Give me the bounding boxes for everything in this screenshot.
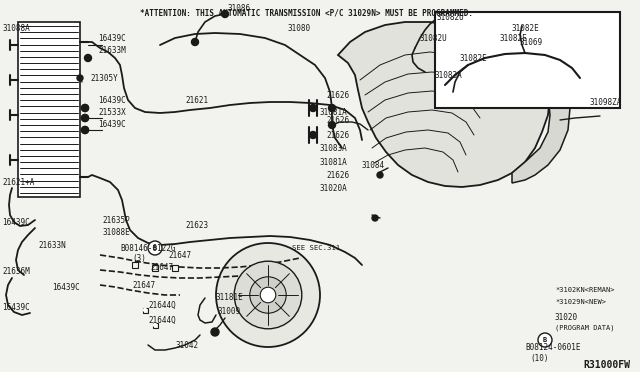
Text: 31081A: 31081A xyxy=(320,108,348,116)
Circle shape xyxy=(211,328,219,336)
Text: 31082E: 31082E xyxy=(500,33,528,42)
Text: 21533X: 21533X xyxy=(98,108,125,116)
Text: 21635P: 21635P xyxy=(102,215,130,224)
Circle shape xyxy=(143,308,147,311)
Text: *31029N<NEW>: *31029N<NEW> xyxy=(555,299,606,305)
Text: 21626: 21626 xyxy=(326,90,349,99)
Circle shape xyxy=(522,50,528,56)
Circle shape xyxy=(81,105,88,112)
Circle shape xyxy=(81,126,88,134)
Circle shape xyxy=(328,122,335,128)
Circle shape xyxy=(191,38,198,45)
Text: 31086: 31086 xyxy=(228,3,251,13)
Circle shape xyxy=(221,10,228,17)
Text: 31069: 31069 xyxy=(520,38,543,46)
Bar xyxy=(143,308,147,312)
Text: 31081A: 31081A xyxy=(320,157,348,167)
Text: 21647: 21647 xyxy=(150,263,173,273)
Text: 21623: 21623 xyxy=(185,221,208,230)
Text: 21644Q: 21644Q xyxy=(148,301,176,310)
Text: 21647: 21647 xyxy=(132,280,155,289)
Text: (10): (10) xyxy=(530,353,548,362)
Circle shape xyxy=(310,105,317,112)
Circle shape xyxy=(81,126,88,134)
Circle shape xyxy=(509,35,515,41)
Circle shape xyxy=(216,243,320,347)
Circle shape xyxy=(377,172,383,178)
Text: 31083A: 31083A xyxy=(320,144,348,153)
Text: 31088E: 31088E xyxy=(102,228,130,237)
Text: 31082U: 31082U xyxy=(420,33,448,42)
Text: B: B xyxy=(543,337,547,343)
Text: B08124-0601E: B08124-0601E xyxy=(525,343,580,353)
Text: 31080: 31080 xyxy=(288,23,311,32)
Text: 31009: 31009 xyxy=(218,308,241,317)
Text: 16439C: 16439C xyxy=(2,304,29,312)
Circle shape xyxy=(310,132,316,138)
Circle shape xyxy=(148,241,162,255)
Text: 31083A: 31083A xyxy=(435,71,463,80)
Text: R31000FW: R31000FW xyxy=(583,360,630,370)
Bar xyxy=(152,265,158,271)
Circle shape xyxy=(81,115,88,122)
Text: 31181E: 31181E xyxy=(215,294,243,302)
Circle shape xyxy=(465,62,471,68)
Circle shape xyxy=(81,105,88,112)
Bar xyxy=(18,22,80,197)
Circle shape xyxy=(372,215,378,221)
Polygon shape xyxy=(512,62,570,183)
Bar xyxy=(435,12,620,108)
Text: SEE SEC.311: SEE SEC.311 xyxy=(292,245,340,251)
Text: 21626: 21626 xyxy=(326,170,349,180)
Text: 16439C: 16439C xyxy=(98,96,125,105)
Text: 16439C: 16439C xyxy=(2,218,29,227)
Circle shape xyxy=(310,131,317,138)
Text: 21647: 21647 xyxy=(168,250,191,260)
Circle shape xyxy=(250,277,286,313)
Text: (3): (3) xyxy=(132,253,146,263)
Text: 21644Q: 21644Q xyxy=(148,315,176,324)
Text: 31084: 31084 xyxy=(362,160,385,170)
Text: 31042: 31042 xyxy=(175,340,198,350)
Circle shape xyxy=(84,55,92,61)
Text: *ATTENTION: THIS AUTOMATIC TRANSMISSION <P/C 31029N> MUST BE PROGRAMMED.: *ATTENTION: THIS AUTOMATIC TRANSMISSION … xyxy=(140,8,473,17)
Text: 21633N: 21633N xyxy=(38,241,66,250)
Text: 16439C: 16439C xyxy=(52,283,80,292)
Circle shape xyxy=(310,105,316,111)
Text: 16439C: 16439C xyxy=(98,119,125,128)
Circle shape xyxy=(328,105,335,112)
Text: 21621: 21621 xyxy=(185,96,208,105)
Text: 31082E: 31082E xyxy=(512,23,540,32)
Text: *3102KN<REMAN>: *3102KN<REMAN> xyxy=(555,287,614,293)
Circle shape xyxy=(192,39,198,45)
Text: (PROGRAM DATA): (PROGRAM DATA) xyxy=(555,325,614,331)
Text: 31098ZA: 31098ZA xyxy=(590,97,622,106)
Text: 21626: 21626 xyxy=(326,131,349,140)
Text: B: B xyxy=(153,245,157,251)
Circle shape xyxy=(260,287,276,303)
Circle shape xyxy=(81,115,88,122)
Text: 31088A: 31088A xyxy=(2,23,29,32)
Bar xyxy=(132,262,138,268)
Text: 21621+A: 21621+A xyxy=(2,177,35,186)
Circle shape xyxy=(77,75,83,81)
Text: 21636M: 21636M xyxy=(2,267,29,276)
Circle shape xyxy=(234,261,302,329)
Text: 31082U: 31082U xyxy=(437,13,465,22)
Text: 21633M: 21633M xyxy=(98,45,125,55)
Circle shape xyxy=(154,324,157,327)
Text: 16439C: 16439C xyxy=(98,33,125,42)
Text: 31082E: 31082E xyxy=(460,54,488,62)
Polygon shape xyxy=(338,22,550,187)
Bar xyxy=(152,323,157,327)
Text: 21305Y: 21305Y xyxy=(90,74,118,83)
Text: 31020: 31020 xyxy=(555,314,578,323)
Bar xyxy=(172,265,178,271)
Circle shape xyxy=(538,333,552,347)
Text: B08146-6122G: B08146-6122G xyxy=(120,244,175,253)
Text: 31020A: 31020A xyxy=(320,183,348,192)
Text: 21626: 21626 xyxy=(326,115,349,125)
